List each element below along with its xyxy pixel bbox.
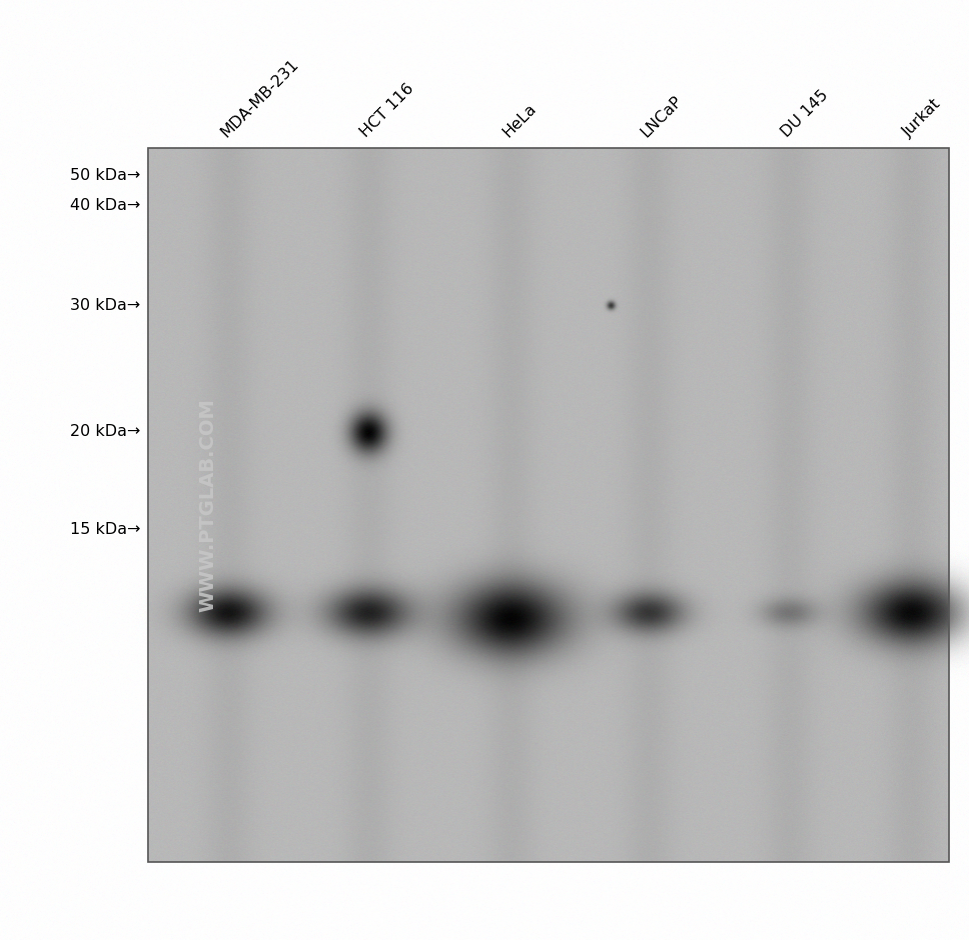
Text: 40 kDa→: 40 kDa→ (70, 197, 140, 212)
Text: HeLa: HeLa (499, 101, 539, 140)
Text: WWW.PTGLAB.COM: WWW.PTGLAB.COM (199, 398, 217, 612)
Text: 15 kDa→: 15 kDa→ (70, 523, 140, 538)
Text: 50 kDa→: 50 kDa→ (70, 167, 140, 182)
Text: DU 145: DU 145 (777, 87, 830, 140)
Text: MDA-MB-231: MDA-MB-231 (217, 56, 301, 140)
Text: 20 kDa→: 20 kDa→ (70, 425, 140, 440)
Bar (148, 148, 948, 862)
Text: LNCaP: LNCaP (638, 93, 684, 140)
Text: Jurkat: Jurkat (899, 96, 943, 140)
Text: 30 kDa→: 30 kDa→ (70, 297, 140, 312)
Text: HCT 116: HCT 116 (358, 81, 417, 140)
